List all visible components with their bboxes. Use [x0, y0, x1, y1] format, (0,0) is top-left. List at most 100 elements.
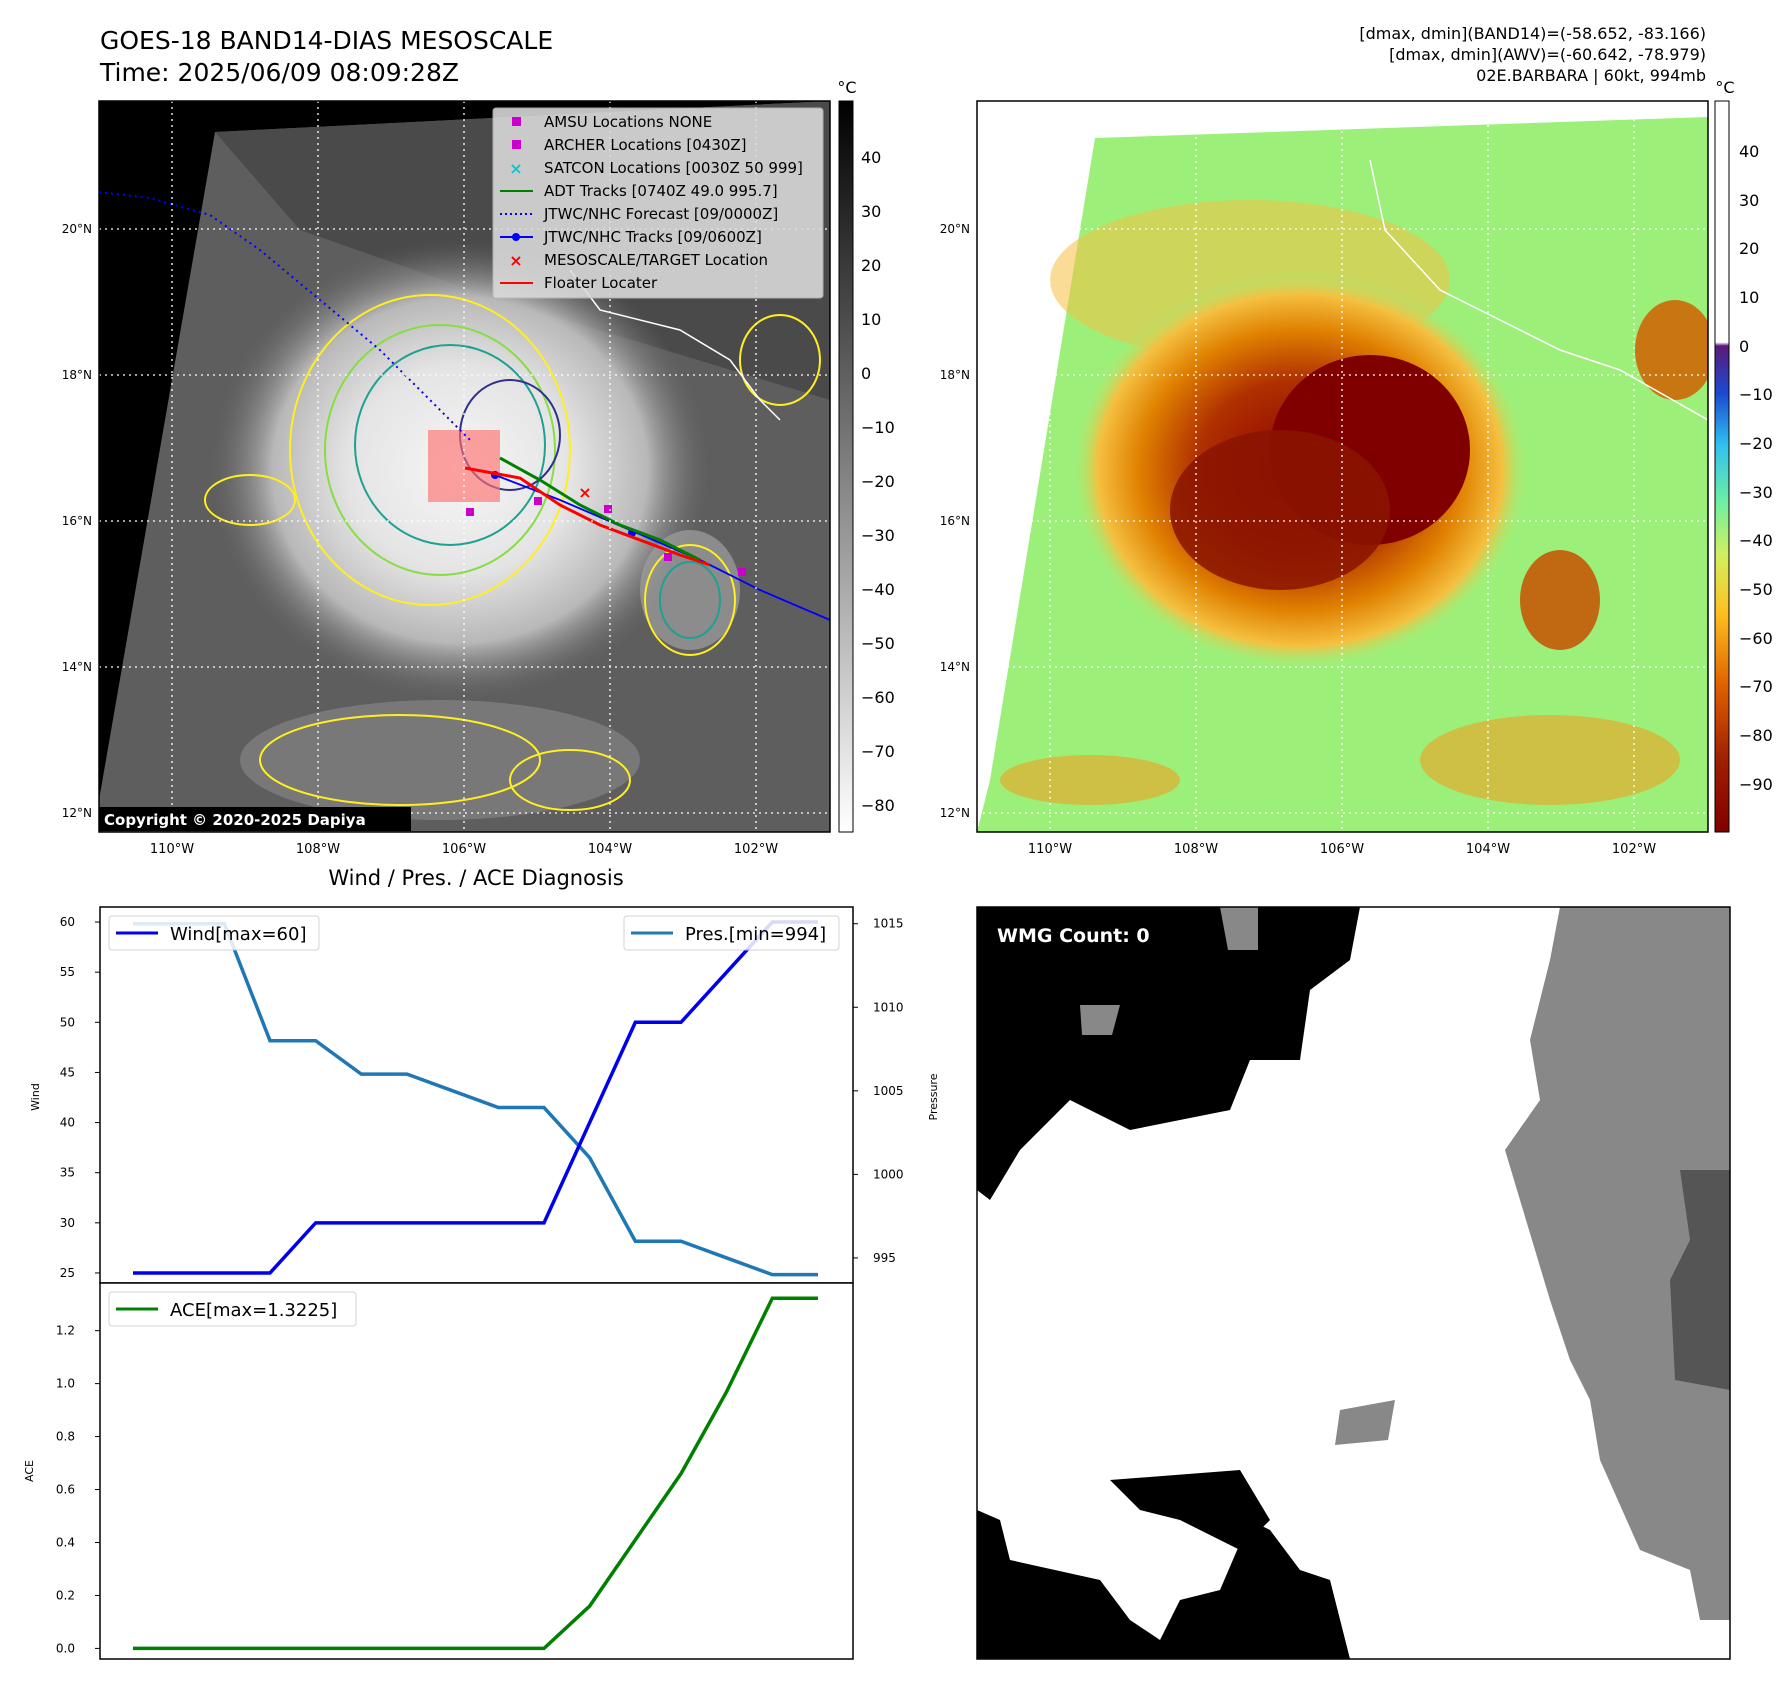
svg-text:110°W: 110°W: [150, 842, 194, 857]
wmg-cold-bottom-region: [977, 1510, 1350, 1659]
awv-colorbar-unit: °C: [1715, 78, 1734, 97]
legend-amsu: AMSU Locations NONE: [544, 113, 712, 131]
awv-lon-labels: 110°W 108°W 106°W 104°W 102°W: [1028, 842, 1656, 857]
svg-text:18°N: 18°N: [940, 368, 970, 382]
svg-text:106°W: 106°W: [442, 842, 486, 857]
pressure-axis-label: Pressure: [927, 1073, 940, 1120]
svg-text:−20: −20: [1739, 434, 1773, 453]
ace-axis-label: ACE: [23, 1460, 36, 1482]
wmg-count-label: WMG Count: 0: [997, 925, 1150, 947]
pressure-tick-label: 1015: [873, 917, 904, 931]
svg-text:12°N: 12°N: [62, 806, 92, 820]
wind-tick-label: 60: [60, 915, 75, 929]
svg-text:−70: −70: [861, 742, 895, 761]
dmax-band14-info: [dmax, dmin](BAND14)=(-58.652, -83.166): [1359, 24, 1706, 43]
archer-marker: [534, 497, 542, 505]
ir-colorbar: °C 40 30 20 10 0 −10 −20 −30 −40 −50 −60…: [837, 78, 895, 833]
svg-text:−50: −50: [1739, 580, 1773, 599]
ace-series-line: [133, 1296, 818, 1651]
svg-text:40: 40: [861, 148, 881, 167]
ace-legend: ACE[max=1.3225]: [108, 1291, 357, 1327]
pressure-legend: Pres.[min=994]: [623, 915, 840, 951]
svg-text:−10: −10: [1739, 385, 1773, 404]
copyright-text: Copyright © 2020-2025 Dapiya: [104, 811, 366, 829]
svg-text:16°N: 16°N: [940, 514, 970, 528]
ir-coastline: [569, 269, 781, 421]
ace-tick-label: 0.6: [56, 1483, 75, 1497]
copyright-badge: [99, 807, 411, 831]
map-title-line2: Time: 2025/06/09 08:09:28Z: [99, 58, 459, 87]
svg-text:−10: −10: [861, 418, 895, 437]
svg-text:14°N: 14°N: [940, 660, 970, 674]
pressure-tick-label: 1010: [873, 1000, 904, 1014]
svg-text:40: 40: [1739, 142, 1759, 161]
map-title-line1: GOES-18 BAND14-DIAS MESOSCALE: [100, 26, 553, 55]
ace-legend-label: ACE[max=1.3225]: [170, 1300, 337, 1321]
ir-map-legend: AMSU Locations NONE ARCHER Locations [04…: [492, 107, 824, 299]
svg-text:102°W: 102°W: [734, 842, 778, 857]
svg-text:110°W: 110°W: [1028, 842, 1072, 857]
legend-adt: ADT Tracks [0740Z 49.0 995.7]: [544, 182, 778, 200]
archer-marker: [664, 553, 672, 561]
legend-satcon: SATCON Locations [0030Z 50 999]: [544, 159, 803, 177]
svg-text:−80: −80: [861, 796, 895, 815]
floater-locater-track: [464, 466, 711, 567]
pressure-tick-label: 1000: [873, 1167, 904, 1181]
ir-colorbar-unit: °C: [837, 78, 856, 97]
dmax-awv-info: [dmax, dmin](AWV)=(-60.642, -78.979): [1389, 45, 1706, 64]
diagnosis-title: Wind / Pres. / ACE Diagnosis: [328, 866, 623, 890]
floater-box: [428, 430, 500, 502]
svg-text:16°N: 16°N: [62, 514, 92, 528]
wind-tick-label: 40: [60, 1116, 75, 1130]
svg-text:−80: −80: [1739, 726, 1773, 745]
svg-text:108°W: 108°W: [296, 842, 340, 857]
svg-text:18°N: 18°N: [62, 368, 92, 382]
svg-text:30: 30: [861, 202, 881, 221]
legend-jtwc-tracks: JTWC/NHC Tracks [09/0600Z]: [543, 228, 762, 246]
wind-axis-ticks: 60 55 50 45 40 35 30 25: [60, 915, 100, 1280]
archer-marker: [466, 508, 474, 516]
pressure-tick-label: 995: [873, 1251, 896, 1265]
wind-pres-chart: 60 55 50 45 40 35 30 25 1015 1010 1005 1000 995 Win…: [29, 906, 940, 1284]
awv-colorbar: °C 40 30 20 10 0 −10 −20 −30 −40 −50 −60…: [1714, 78, 1773, 833]
ir-lat-labels: 20°N 18°N 16°N 14°N 12°N: [62, 222, 92, 820]
svg-text:20: 20: [1739, 239, 1759, 258]
wind-tick-label: 55: [60, 965, 75, 979]
svg-text:−30: −30: [861, 526, 895, 545]
ace-tick-label: 1.0: [56, 1377, 75, 1391]
wmg-panel: WMG Count: 0: [976, 906, 1731, 1660]
svg-text:30: 30: [1739, 191, 1759, 210]
pressure-series-line: [133, 921, 818, 1277]
svg-text:20: 20: [861, 256, 881, 275]
svg-text:−70: −70: [1739, 677, 1773, 696]
svg-text:−40: −40: [861, 580, 895, 599]
svg-text:104°W: 104°W: [588, 842, 632, 857]
wind-series-line: [133, 920, 818, 1275]
archer-marker: [604, 505, 612, 513]
legend-floater: Floater Locater: [544, 274, 658, 292]
svg-text:−40: −40: [1739, 531, 1773, 550]
x-marker-icon: ×: [509, 159, 522, 178]
x-marker-icon: ×: [509, 251, 522, 270]
svg-text:−60: −60: [1739, 629, 1773, 648]
wind-legend: Wind[max=60]: [108, 915, 320, 951]
ace-tick-label: 0.2: [56, 1588, 75, 1602]
awv-lat-labels: 20°N 18°N 16°N 14°N 12°N: [940, 222, 970, 820]
wind-tick-label: 50: [60, 1015, 75, 1029]
wmg-count-badge: [988, 918, 1170, 950]
ace-tick-label: 0.0: [56, 1641, 75, 1655]
wind-tick-label: 45: [60, 1065, 75, 1079]
svg-text:20°N: 20°N: [62, 222, 92, 236]
svg-text:−60: −60: [861, 688, 895, 707]
adt-track: [499, 456, 701, 562]
svg-text:12°N: 12°N: [940, 806, 970, 820]
square-marker-icon: [512, 117, 521, 126]
pressure-axis-ticks: 1015 1010 1005 1000 995: [853, 917, 904, 1265]
legend-target: MESOSCALE/TARGET Location: [544, 251, 768, 269]
ace-tick-label: 1.2: [56, 1324, 75, 1338]
pressure-tick-label: 1005: [873, 1084, 904, 1098]
svg-text:0: 0: [861, 364, 871, 383]
storm-info: 02E.BARBARA | 60kt, 994mb: [1476, 66, 1706, 85]
svg-text:−30: −30: [1739, 483, 1773, 502]
svg-text:0: 0: [1739, 337, 1749, 356]
